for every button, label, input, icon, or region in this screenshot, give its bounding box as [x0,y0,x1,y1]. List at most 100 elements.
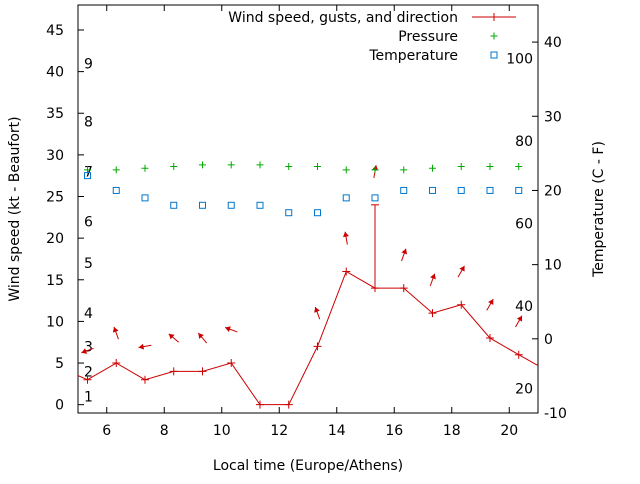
pressure-point [285,163,293,171]
x-tick-label: 16 [385,423,403,439]
pressure-point [371,166,379,174]
y-axis-left-label: Wind speed (kt - Beaufort) [7,116,23,301]
y-left-tick-label: 35 [46,106,64,122]
x-axis-label: Local time (Europe/Athens) [213,458,403,474]
pressure-point [227,161,235,169]
temperature-point [342,194,350,202]
wind-speed-point [198,367,207,376]
legend-marker [490,32,498,40]
pressure-point [313,163,321,171]
legend-label: Wind speed, gusts, and direction [228,10,458,26]
wind-speed-point [485,334,494,343]
wind-direction-arrow [138,343,152,350]
plot-frame [77,4,539,414]
wind-speed-point [457,300,466,309]
pressure-point [198,161,206,169]
pressure-point [515,163,523,171]
temperature-point [198,201,206,209]
beaufort-label: 3 [84,339,93,355]
temperature-point [83,172,91,180]
wind-direction-arrow [197,332,208,344]
legend-label: Temperature [368,48,458,64]
wind-direction-arrow [112,326,119,340]
temperature-point [141,194,149,202]
pressure-point [400,166,408,174]
wind-speed-point [313,342,322,351]
y-right-tick-label: 40 [544,35,562,51]
wind-speed-point [83,375,92,384]
temperature-point [400,186,408,194]
wind-speed-point [227,359,236,368]
temperature-point [515,186,523,194]
y-left-tick-label: 5 [55,356,64,372]
y-right-tick-label: 0 [544,332,553,348]
pressure-point [256,161,264,169]
x-tick-label: 10 [213,423,231,439]
fahrenheit-label: 60 [515,216,533,232]
wind-speed-point [399,284,408,293]
fahrenheit-label: 100 [506,52,533,68]
legend-marker [490,51,498,59]
beaufort-label: 8 [84,115,93,131]
temperature-point [227,201,235,209]
x-tick-label: 12 [270,423,288,439]
wind-direction-arrow [343,231,349,245]
y-left-tick-label: 0 [55,398,64,414]
wind-speed-point [169,367,178,376]
x-tick-label: 20 [500,423,518,439]
y-right-tick-label: -10 [544,406,567,422]
beaufort-label: 1 [84,389,93,405]
temperature-point [428,186,436,194]
pressure-point [342,166,350,174]
y-left-tick-label: 40 [46,65,64,81]
temperature-point [486,186,494,194]
y-right-tick-label: 20 [544,183,562,199]
wind-direction-arrow [515,315,523,328]
wind-speed-point [428,309,437,318]
x-tick-label: 8 [160,423,169,439]
x-tick-label: 6 [102,423,111,439]
wind-speed-line [78,270,538,406]
temperature-point [170,201,178,209]
wind-speed-point [140,375,149,384]
wind-direction-arrow [486,298,494,311]
fahrenheit-label: 20 [515,381,533,397]
wind-direction-arrow [168,333,180,343]
temperature-point [313,209,321,217]
beaufort-label: 4 [84,306,93,322]
y-left-tick-label: 15 [46,273,64,289]
legend-label: Pressure [398,29,458,45]
wind-direction-arrow [81,347,94,354]
x-tick-label: 18 [443,423,461,439]
temperature-point [112,186,120,194]
fahrenheit-label: 40 [515,299,533,315]
temperature-point [285,209,293,217]
wind-speed-point [284,400,293,409]
beaufort-label: 5 [84,256,93,272]
wind-direction-arrow [457,265,465,278]
pressure-point [457,163,465,171]
pressure-point [428,164,436,172]
wind-direction-arrow [401,248,408,262]
wind-direction-arrow [429,273,436,287]
temperature-point [256,201,264,209]
wind-speed-point [342,267,351,276]
y-right-tick-label: 30 [544,109,562,125]
pressure-point [112,166,120,174]
y-left-tick-label: 30 [46,148,64,164]
x-tick-label: 14 [328,423,346,439]
y-axis-right-label: Temperature (C - F) [591,141,607,278]
wind-speed-point [255,400,264,409]
beaufort-label: 6 [84,214,93,230]
beaufort-label: 9 [84,56,93,72]
y-right-tick-label: 10 [544,258,562,274]
wind-speed-point [514,350,523,359]
temperature-point [457,186,465,194]
y-left-tick-label: 20 [46,231,64,247]
beaufort-label: 2 [84,364,93,380]
y-left-tick-label: 25 [46,190,64,206]
y-left-tick-label: 10 [46,314,64,330]
wind-direction-arrow [314,306,321,320]
